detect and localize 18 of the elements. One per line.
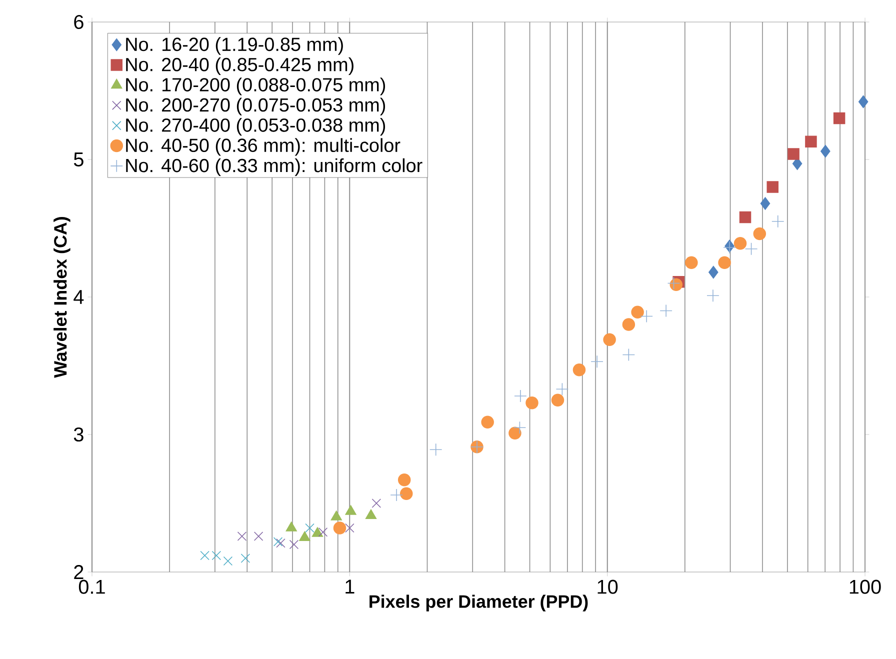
- y-axis-title: Wavelet Index (CA): [54, 217, 70, 378]
- y-tick-label: 3: [74, 427, 84, 442]
- x-axis-title: Pixels per Diameter (PPD): [370, 594, 588, 612]
- legend-label: No. 270-400 (0.053-0.038 mm): [126, 118, 386, 136]
- x-tick-label: 0.1: [78, 580, 105, 594]
- legend-label: No. 170-200 (0.088-0.075 mm): [126, 78, 386, 96]
- legend-label: No. 20-40 (0.85-0.425 mm): [126, 57, 354, 76]
- legend-label: No. 40-50 (0.36 mm): multi-color: [126, 138, 400, 156]
- y-tick-label: 5: [74, 152, 84, 166]
- x-tick-label: 10: [598, 580, 618, 594]
- y-tick-label: 2: [74, 565, 84, 579]
- legend-label: No. 40-60 (0.33 mm): uniform color: [126, 158, 422, 176]
- y-tick-label: 4: [74, 290, 84, 304]
- x-tick-label: 1: [346, 580, 354, 594]
- legend-label: No. 200-270 (0.075-0.053 mm): [126, 98, 386, 116]
- x-tick-label: 100: [850, 580, 881, 594]
- legend-label: No. 16-20 (1.19-0.85 mm): [126, 37, 343, 55]
- y-tick-label: 6: [74, 14, 84, 30]
